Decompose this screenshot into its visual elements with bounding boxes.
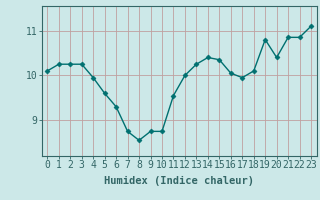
X-axis label: Humidex (Indice chaleur): Humidex (Indice chaleur) bbox=[104, 176, 254, 186]
